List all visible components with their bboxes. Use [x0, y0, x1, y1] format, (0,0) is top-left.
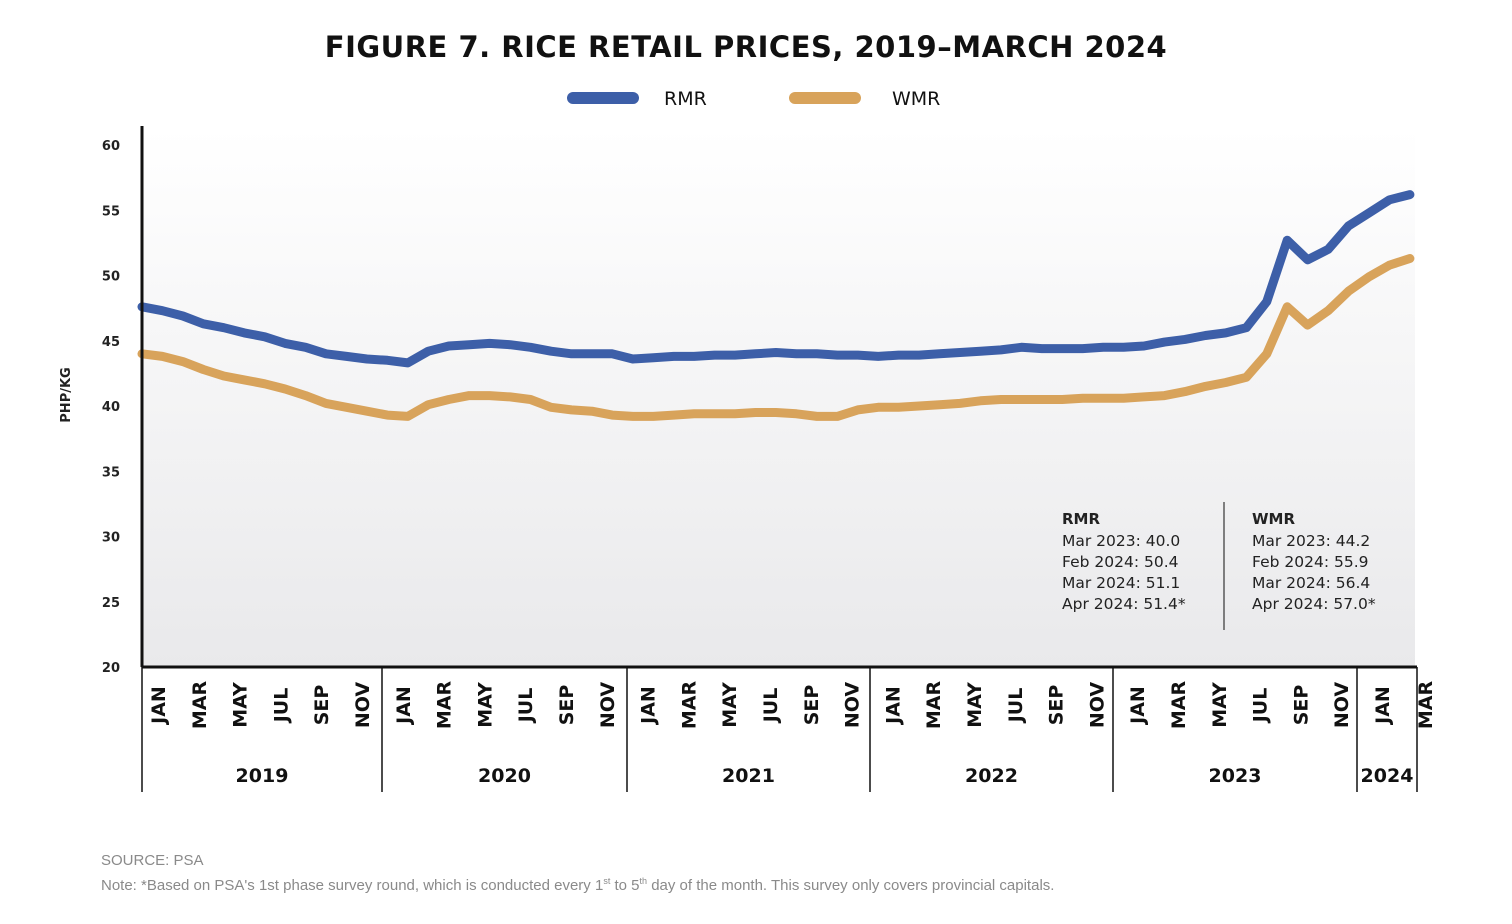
x-tick-label: SEP: [556, 685, 578, 726]
x-tick-label: NOV: [842, 682, 864, 729]
x-tick-label: NOV: [597, 682, 619, 729]
annotation-line-rmr: Mar 2023: 40.0: [1062, 532, 1180, 550]
y-tick-label: 30: [102, 531, 120, 546]
year-label: 2022: [965, 765, 1018, 787]
x-tick-label: MAR: [1168, 681, 1190, 730]
x-tick-label: MAR: [923, 681, 945, 730]
year-label: 2019: [236, 765, 289, 787]
x-tick-label: MAR: [189, 681, 211, 730]
legend-label-wmr: WMR: [892, 88, 940, 110]
note-part-2: to 5: [610, 877, 640, 894]
note-sup-1: st: [603, 876, 611, 886]
y-tick-label: 60: [102, 139, 120, 154]
x-tick-label: JAN: [1372, 686, 1394, 726]
source-text: SOURCE: PSA: [101, 852, 204, 869]
x-tick-label: MAY: [719, 682, 741, 728]
x-tick-label: JUL: [515, 688, 537, 725]
series-lines: [137, 190, 1415, 421]
year-label: 2024: [1361, 765, 1414, 787]
y-tick-label: 55: [102, 204, 120, 219]
annotation-line-rmr: Feb 2024: 50.4: [1062, 553, 1178, 571]
annotation-line-wmr: Feb 2024: 55.9: [1252, 553, 1368, 571]
x-tick-label: JUL: [1250, 688, 1272, 725]
year-label: 2023: [1209, 765, 1262, 787]
x-tick-label: MAR: [1415, 681, 1437, 730]
series-line-rmr: [137, 190, 1415, 368]
footer: SOURCE: PSA Note: *Based on PSA's 1st ph…: [101, 850, 1054, 896]
x-tick-label: JAN: [638, 686, 660, 726]
annotation-heading-rmr: RMR: [1062, 510, 1100, 528]
x-tick-label: SEP: [801, 685, 823, 726]
y-axis-label: PHP/KG: [59, 367, 74, 422]
y-tick-label: 40: [102, 400, 120, 415]
note-sup-2: th: [639, 876, 648, 886]
y-tick-label: 45: [102, 335, 120, 350]
y-tick-label: 50: [102, 270, 120, 285]
annotation-line-wmr: Mar 2024: 56.4: [1252, 574, 1370, 592]
x-tick-label: MAR: [434, 681, 456, 730]
x-tick-label: SEP: [311, 685, 333, 726]
x-tick-label: SEP: [1290, 685, 1312, 726]
x-axis-grid: JAN MAR MAY JUL SEP NOV JAN MAR MAY JUL SEP NOV JAN M…: [141, 667, 1437, 792]
x-tick-label: MAY: [230, 682, 252, 728]
x-tick-label: JAN: [1127, 686, 1149, 726]
x-tick-label: MAR: [678, 681, 700, 730]
annotation-line-rmr: Mar 2024: 51.1: [1062, 574, 1180, 592]
x-tick-label: MAY: [964, 682, 986, 728]
x-tick-label: SEP: [1046, 685, 1068, 726]
x-tick-label: JUL: [270, 688, 292, 725]
x-tick-label: JAN: [148, 686, 170, 726]
y-axis-ticks: 20 25 30 35 40 45 50 55 60: [102, 139, 120, 676]
x-tick-label: JAN: [882, 686, 904, 726]
x-tick-label: JAN: [393, 686, 415, 726]
annotation-line-rmr: Apr 2024: 51.4*: [1062, 595, 1186, 613]
x-tick-label: MAY: [474, 682, 496, 728]
legend-label-rmr: RMR: [664, 88, 707, 110]
x-tick-label: NOV: [1086, 682, 1108, 729]
y-tick-label: 20: [102, 661, 120, 676]
x-tick-label: NOV: [352, 682, 374, 729]
note-part-3: day of the month. This survey only cover…: [647, 877, 1055, 894]
x-tick-label: JUL: [760, 688, 782, 725]
year-label: 2020: [478, 765, 531, 787]
plot-background: [142, 128, 1415, 667]
annotation-line-wmr: Apr 2024: 57.0*: [1252, 595, 1376, 613]
y-tick-label: 35: [102, 465, 120, 480]
note-text: Note: *Based on PSA's 1st phase survey r…: [101, 871, 1054, 896]
y-tick-label: 25: [102, 596, 120, 611]
note-part-1: Note: *Based on PSA's 1st phase survey r…: [101, 877, 604, 894]
chart-title: FIGURE 7. RICE RETAIL PRICES, 2019–MARCH…: [324, 30, 1168, 64]
x-tick-label: NOV: [1331, 682, 1353, 729]
x-tick-label: JUL: [1005, 688, 1027, 725]
annotation-heading-wmr: WMR: [1252, 510, 1295, 528]
annotations: RMR Mar 2023: 40.0 Feb 2024: 50.4 Mar 2024:…: [1062, 502, 1376, 630]
annotation-line-wmr: Mar 2023: 44.2: [1252, 532, 1370, 550]
x-tick-label: MAY: [1209, 682, 1231, 728]
legend: RMR WMR: [567, 88, 940, 110]
year-label: 2021: [722, 765, 775, 787]
series-line-wmr: [137, 254, 1415, 421]
